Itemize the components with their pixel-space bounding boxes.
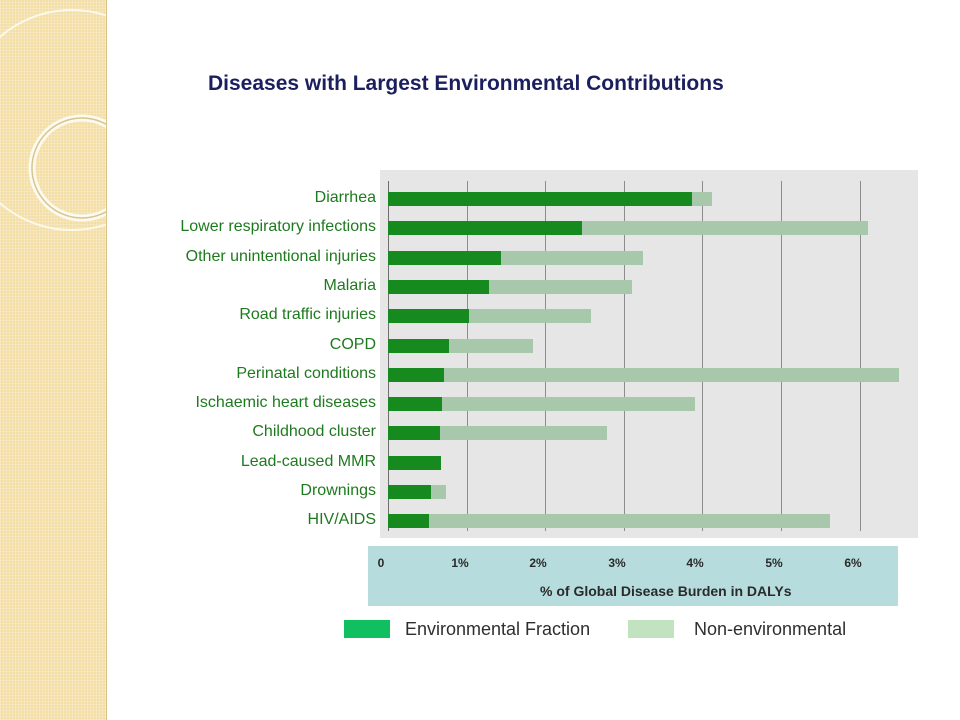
category-label: Diarrhea <box>314 189 376 206</box>
category-label: HIV/AIDS <box>307 511 376 528</box>
category-label: Lead-caused MMR <box>240 453 376 470</box>
bar-environmental <box>388 426 440 440</box>
chart-title: Diseases with Largest Environmental Cont… <box>208 72 724 95</box>
x-tick-label: 2% <box>529 556 547 570</box>
bar-environmental <box>388 309 469 323</box>
bar-non-environmental <box>388 514 830 528</box>
x-axis-title: % of Global Disease Burden in DALYs <box>540 583 792 599</box>
category-label: Road traffic injuries <box>239 306 376 323</box>
x-tick-label: 0 <box>377 556 385 570</box>
bar-environmental <box>388 368 444 382</box>
bar-environmental <box>388 397 442 411</box>
x-tick-label: 1% <box>451 556 469 570</box>
x-tick-label: 5% <box>765 556 783 570</box>
category-label: Drownings <box>300 482 376 499</box>
x-axis-band <box>368 546 898 606</box>
legend-swatch-non-environmental <box>628 620 674 638</box>
bar-non-environmental <box>388 368 899 382</box>
grid-line <box>702 181 703 531</box>
legend-label-non-environmental: Non-environmental <box>694 619 847 639</box>
grid-line <box>781 181 782 531</box>
x-tick-label: 6% <box>844 556 862 570</box>
bar-non-environmental <box>388 426 607 440</box>
legend-label-environmental: Environmental Fraction <box>405 619 591 639</box>
bar-environmental <box>388 280 489 294</box>
category-label: Childhood cluster <box>252 423 376 440</box>
legend-swatch-environmental <box>344 620 390 638</box>
bar-environmental <box>388 221 582 235</box>
category-label: Perinatal conditions <box>236 365 376 382</box>
grid-line <box>860 181 861 531</box>
category-label: Other unintentional injuries <box>185 248 376 265</box>
grid-line <box>467 181 468 531</box>
decorative-side-panel <box>0 0 107 720</box>
category-label: Lower respiratory infections <box>180 218 376 235</box>
grid-line <box>545 181 546 531</box>
bar-environmental <box>388 485 431 499</box>
category-label: Ischaemic heart diseases <box>195 394 376 411</box>
bar-environmental <box>388 514 429 528</box>
x-tick-label: 4% <box>686 556 704 570</box>
bar-non-environmental <box>388 397 695 411</box>
bar-environmental <box>388 251 501 265</box>
bar-environmental <box>388 192 692 206</box>
grid-line <box>624 181 625 531</box>
bar-environmental <box>388 339 449 353</box>
decorative-circles <box>0 9 106 231</box>
x-tick-label: 3% <box>608 556 626 570</box>
bar-environmental <box>388 456 441 470</box>
category-label: Malaria <box>323 277 376 294</box>
category-label: COPD <box>329 336 376 353</box>
grid-line <box>388 181 389 531</box>
